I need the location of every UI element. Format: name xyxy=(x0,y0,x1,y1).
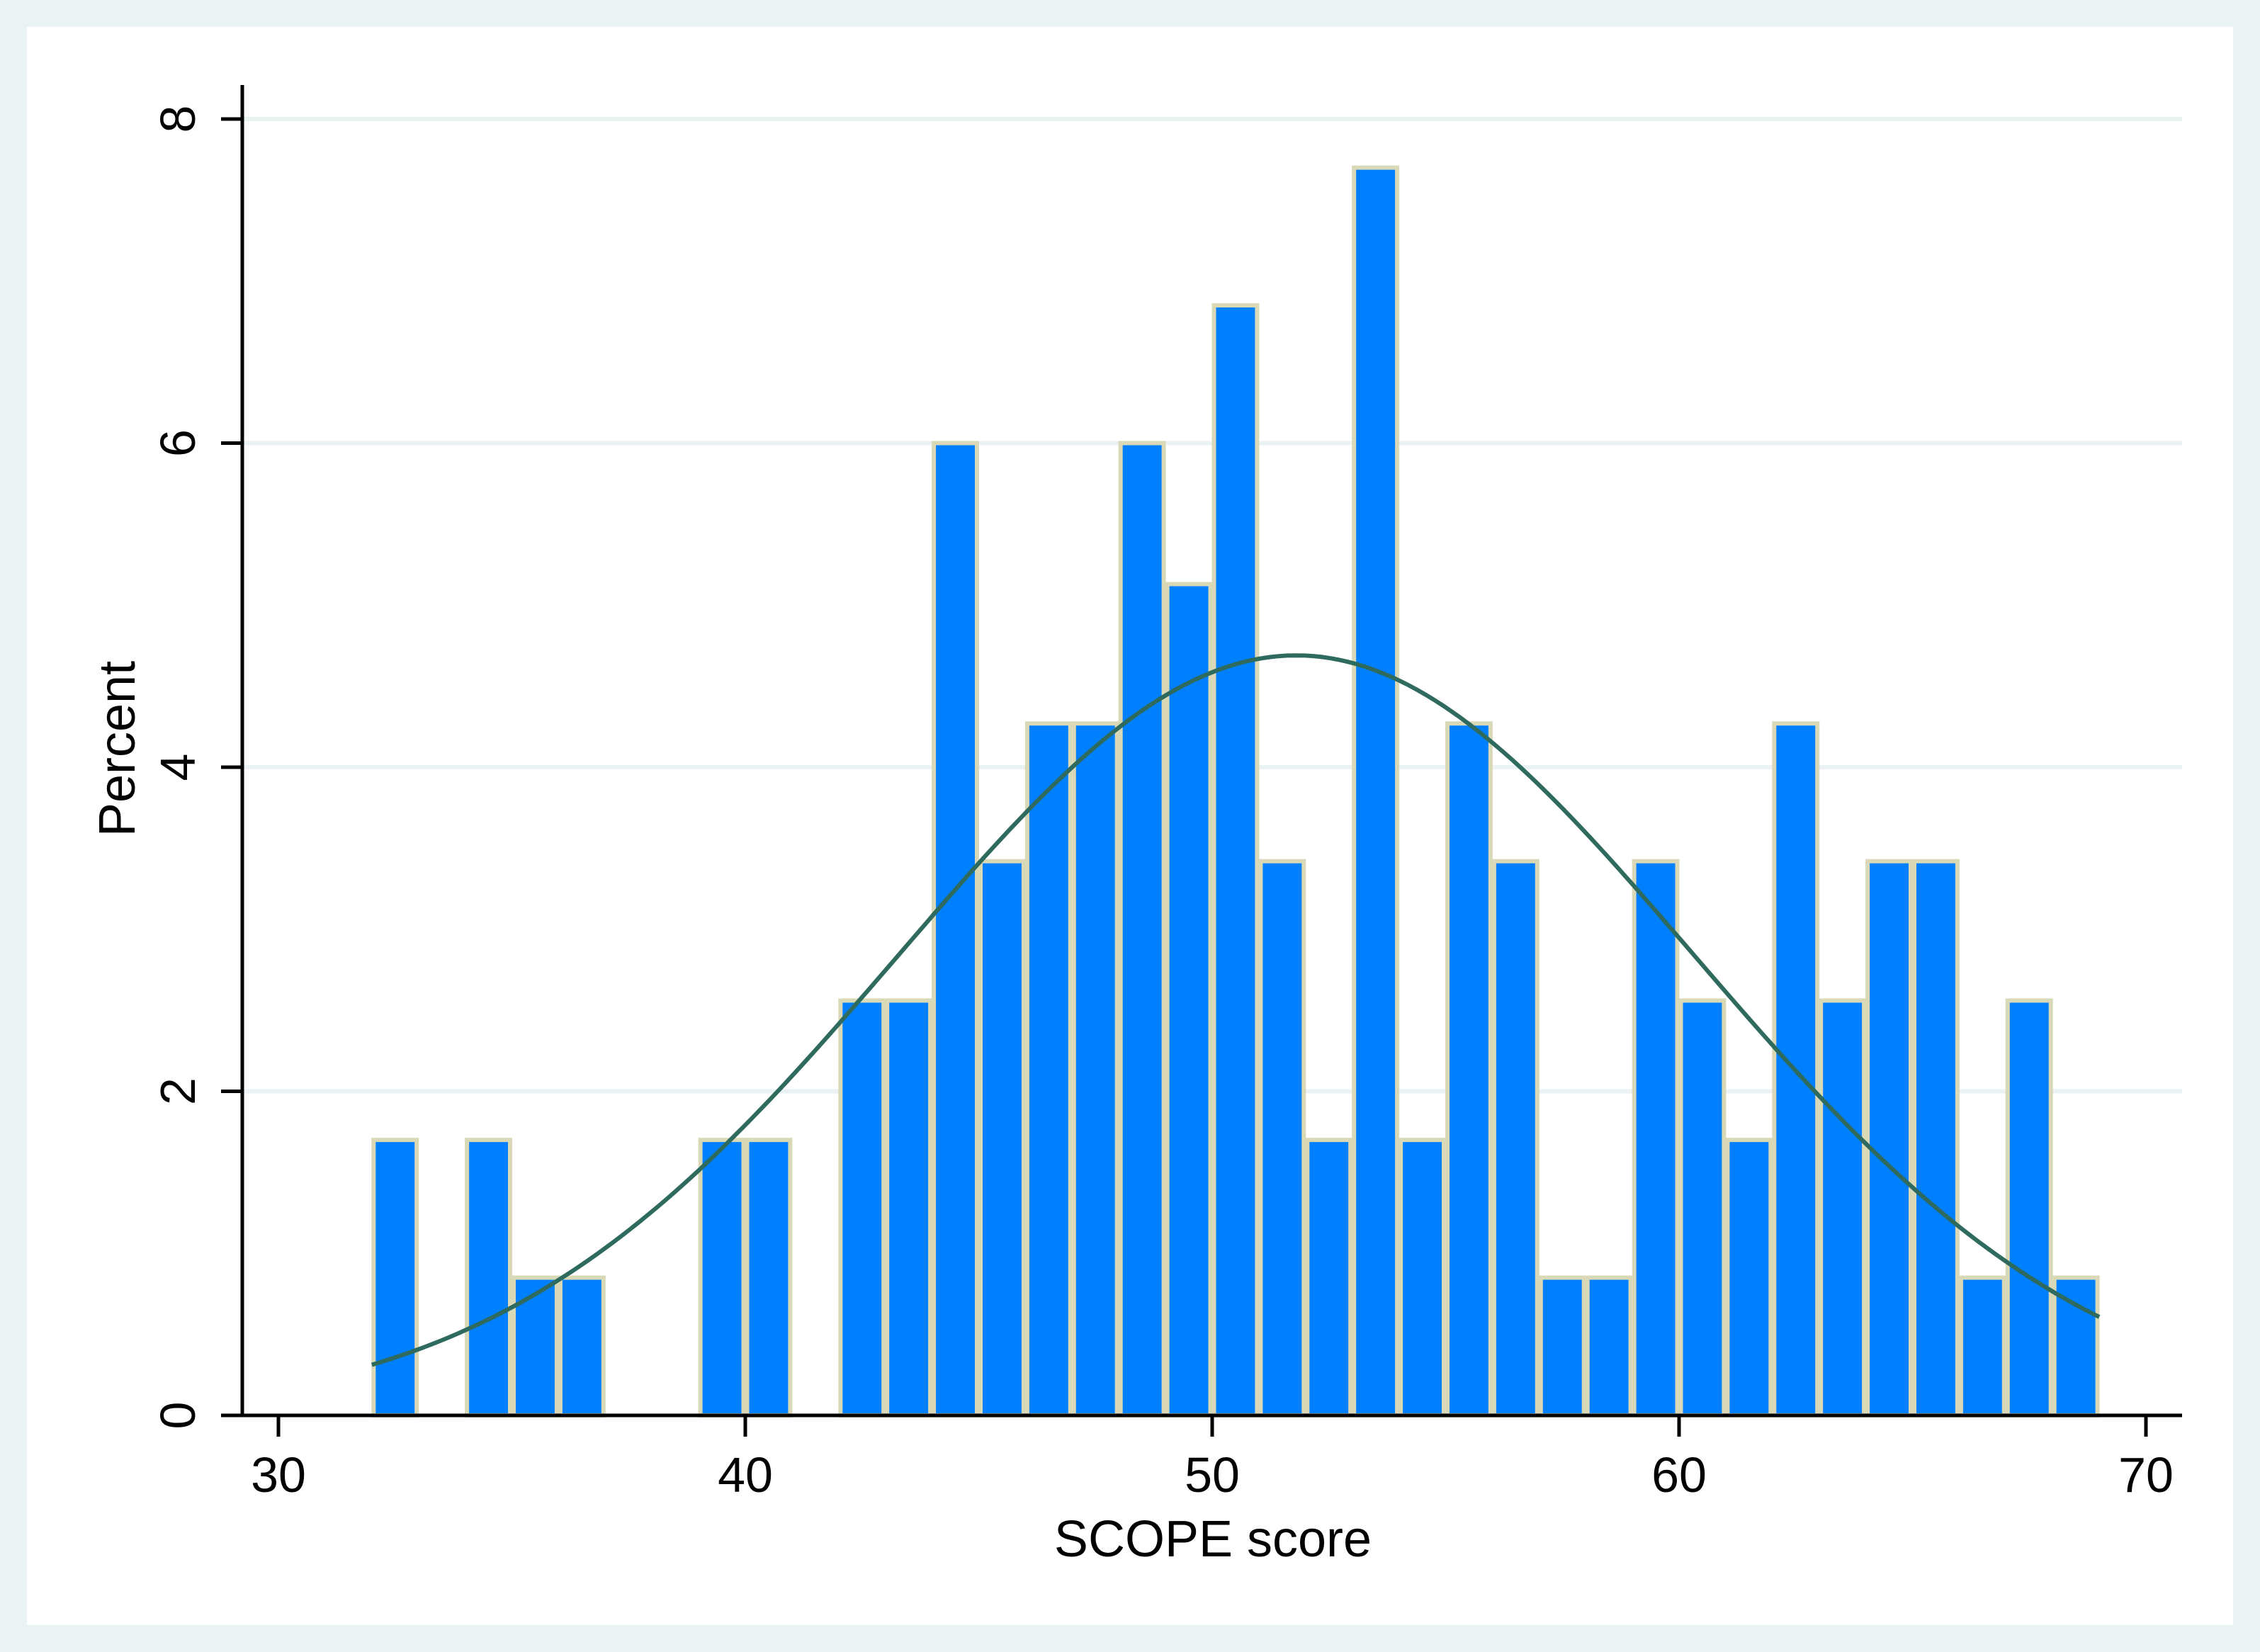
histogram-bar xyxy=(2005,998,2053,1418)
histogram-bar xyxy=(1678,998,1727,1418)
histogram-bar xyxy=(698,1138,746,1418)
histogram-bar xyxy=(1258,859,1306,1418)
histogram-bar xyxy=(1958,1275,2006,1418)
histogram-bar xyxy=(1071,721,1119,1418)
histogram-bar xyxy=(1538,1275,1586,1418)
histogram-bar xyxy=(465,1138,512,1418)
histogram-bar xyxy=(1912,859,1960,1418)
histogram-bar xyxy=(1211,303,1260,1418)
x-tick-labels: 30 40 50 60 70 xyxy=(251,1447,2174,1503)
normal-density-curve xyxy=(371,653,2101,1367)
histogram-bar xyxy=(1819,998,1867,1418)
histogram-bar xyxy=(745,1138,793,1418)
histogram-bar xyxy=(558,1275,606,1418)
histogram-bar xyxy=(1352,165,1400,1418)
histogram-bar xyxy=(1165,582,1213,1418)
y-tick-label: 4 xyxy=(150,754,205,781)
histogram-bar xyxy=(885,998,933,1418)
histogram-bar xyxy=(1445,721,1493,1418)
histogram-bar xyxy=(512,1275,559,1418)
y-tick-labels: 0 2 4 6 8 xyxy=(150,106,205,1430)
histogram-bar xyxy=(1491,859,1539,1418)
x-tick-label: 30 xyxy=(251,1447,306,1503)
histogram-bar xyxy=(1024,721,1073,1418)
y-tick-label: 0 xyxy=(150,1402,205,1430)
x-tick-label: 40 xyxy=(718,1447,773,1503)
histogram-bar xyxy=(1865,859,1914,1418)
histogram-bar xyxy=(932,441,979,1418)
y-tick-label: 2 xyxy=(150,1077,205,1105)
axes xyxy=(221,85,2182,1437)
y-axis-label: Percent xyxy=(89,661,146,837)
histogram-bar xyxy=(1118,441,1166,1418)
x-tick-label: 50 xyxy=(1185,1447,1240,1503)
x-axis-label: SCOPE score xyxy=(1054,1511,1372,1568)
histogram-bar xyxy=(1305,1138,1353,1418)
histogram-bar xyxy=(838,998,886,1418)
histogram-bar xyxy=(371,1138,419,1418)
histogram-bar xyxy=(978,859,1026,1418)
histogram-bar xyxy=(1585,1275,1633,1418)
histogram-bar xyxy=(1399,1138,1446,1418)
y-tick-label: 8 xyxy=(150,106,205,133)
histogram-bar xyxy=(1725,1138,1773,1418)
x-tick-label: 60 xyxy=(1651,1447,1707,1503)
x-tick-label: 70 xyxy=(2118,1447,2174,1503)
y-tick-label: 6 xyxy=(150,429,205,457)
histogram-bar xyxy=(1632,859,1680,1418)
